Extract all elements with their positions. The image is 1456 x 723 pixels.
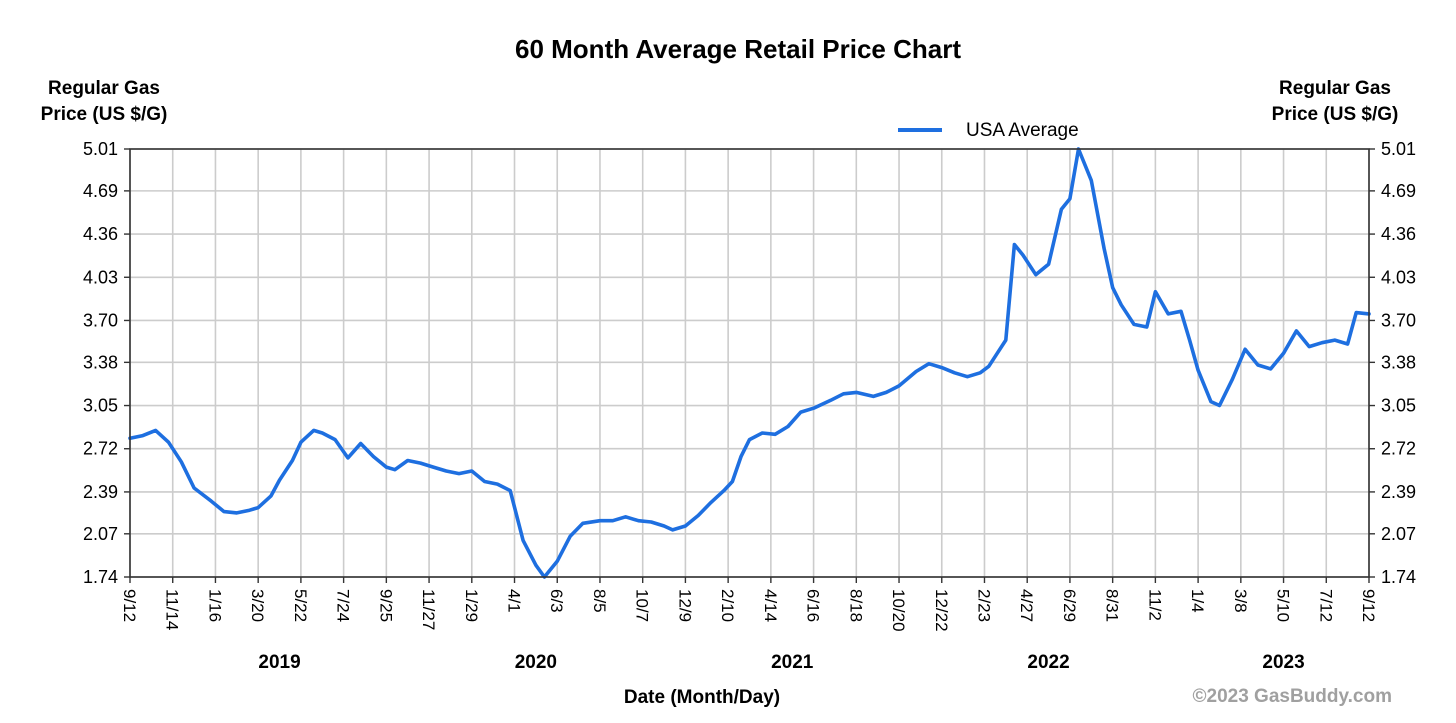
x-tick-label: 12/9 [675,589,694,622]
x-tick-label: 1/16 [205,589,224,622]
x-tick-label: 4/27 [1017,589,1036,622]
right-axis-title-line2: Price (US $/G) [1272,104,1399,125]
chart-title: 60 Month Average Retail Price Chart [515,34,961,64]
x-tick-label: 1/29 [462,589,481,622]
y-tick-label-left: 4.69 [83,181,118,201]
x-tick-label: 8/18 [846,589,865,622]
series-line-usa-average [128,147,1371,579]
y-tick-label-right: 3.70 [1381,310,1416,330]
y-tick-label-right: 3.38 [1381,352,1416,372]
x-tick-label: 2/10 [718,589,737,622]
year-label: 2020 [515,652,557,673]
x-tick-label: 6/16 [804,589,823,622]
y-tick-label-right: 4.69 [1381,181,1416,201]
right-axis-title-line1: Regular Gas [1279,78,1391,99]
x-tick-label: 5/10 [1274,589,1293,622]
x-tick-label: 9/12 [1359,589,1378,622]
gridlines [129,148,1370,578]
left-axis-title-line2: Price (US $/G) [41,104,168,125]
y-tick-label-left: 3.05 [83,396,118,416]
year-labels: 2019 2020 2021 2022 2023 [258,652,1304,673]
y-tick-label-left: 4.03 [83,267,118,287]
y-tick-label-left: 2.07 [83,524,118,544]
x-tick-label: 6/29 [1060,589,1079,622]
y-tick-label-right: 2.07 [1381,524,1416,544]
x-tick-label: 9/25 [376,589,395,622]
y-tick-label-right: 2.72 [1381,439,1416,459]
series-usa-average [128,147,1371,579]
x-tick-label: 3/8 [1231,589,1250,613]
x-tick-label: 11/27 [419,589,438,630]
x-tick-label: 8/31 [1103,589,1122,622]
left-axis-title-line1: Regular Gas [48,78,160,99]
x-tick-label: 1/4 [1188,589,1207,613]
x-tick-label: 11/14 [163,589,182,630]
year-label: 2019 [258,652,300,673]
y-tick-label-right: 1.74 [1381,567,1416,587]
x-tick-label: 7/24 [334,589,353,622]
x-tick-label: 12/22 [932,589,951,632]
y-tick-label-left: 5.01 [83,139,118,159]
x-tick-label: 6/3 [547,589,566,613]
y-tick-label-right: 3.05 [1381,396,1416,416]
x-tick-label: 8/5 [590,589,609,613]
x-axis-ticks: 9/12 11/14 1/16 3/20 5/22 7/24 9/25 11/27 1/29 4/… [120,577,1378,632]
x-tick-label: 9/12 [120,589,139,622]
y-tick-label-right: 4.36 [1381,224,1416,244]
x-tick-label: 7/12 [1316,589,1335,622]
y-tick-label-left: 3.70 [83,310,118,330]
year-label: 2023 [1262,652,1304,673]
y-tick-label-right: 5.01 [1381,139,1416,159]
x-tick-label: 10/20 [889,589,908,632]
copyright-credit: ©2023 GasBuddy.com [1193,686,1393,707]
x-tick-label: 3/20 [248,589,267,622]
y-tick-label-left: 3.38 [83,352,118,372]
legend: USA Average [898,120,1079,141]
legend-label: USA Average [966,120,1079,141]
y-tick-label-right: 2.39 [1381,482,1416,502]
x-tick-label: 4/14 [761,589,780,622]
y-tick-label-right: 4.03 [1381,267,1416,287]
x-tick-label: 5/22 [291,589,310,622]
y-tick-label-left: 4.36 [83,224,118,244]
y-tick-label-left: 2.72 [83,439,118,459]
y-tick-label-left: 1.74 [83,567,118,587]
x-axis-title: Date (Month/Day) [624,687,780,708]
year-label: 2022 [1027,652,1069,673]
y-axis-ticks: 1.74 1.74 2.07 2.07 2.39 2.39 2.72 2.72 3.05 3.05… [83,139,1416,587]
x-tick-label: 10/7 [633,589,652,622]
x-tick-label: 11/2 [1145,589,1164,621]
x-tick-label: 2/23 [974,589,993,622]
x-tick-label: 4/1 [505,589,524,613]
y-tick-label-left: 2.39 [83,482,118,502]
year-label: 2021 [771,652,814,673]
plot-frame [129,148,1370,578]
